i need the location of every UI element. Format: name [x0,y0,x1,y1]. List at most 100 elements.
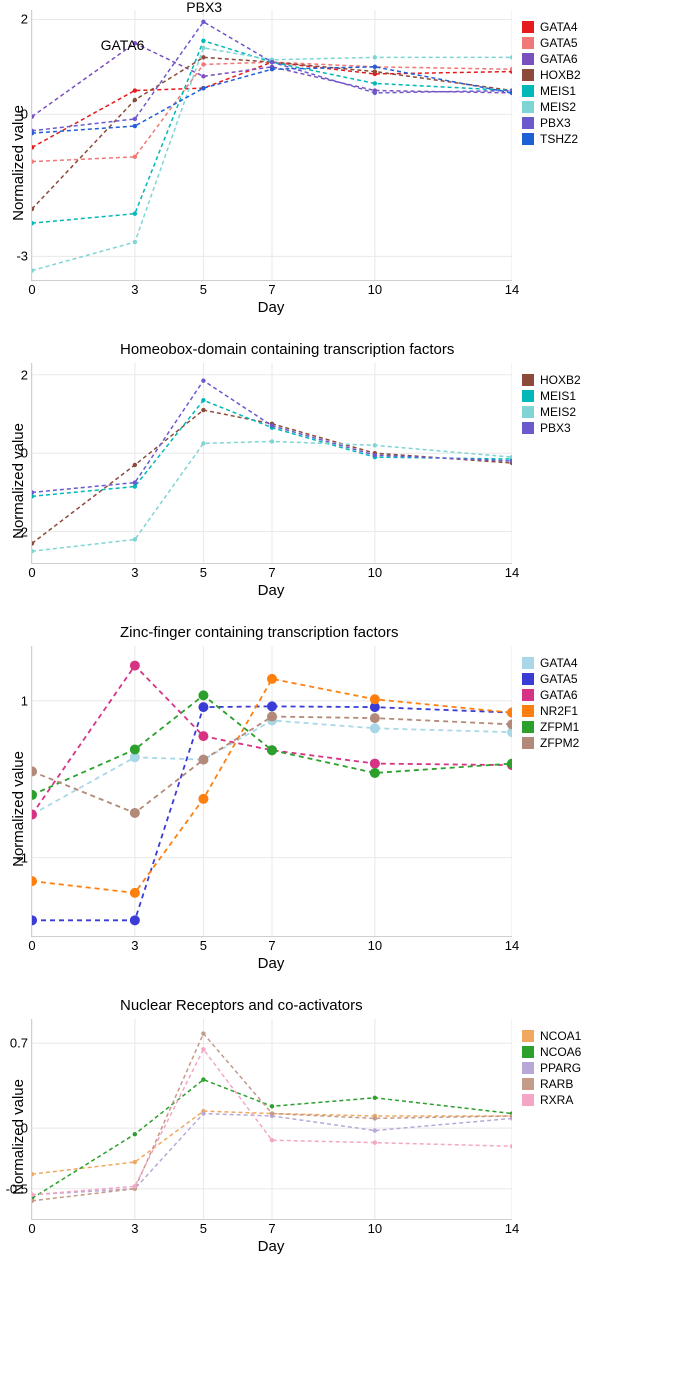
x-tick-label: 0 [28,936,35,953]
x-tick-label: 7 [268,563,275,580]
legend-item: ZFPM1 [522,720,579,734]
y-axis-label: Normalized value [10,1079,27,1195]
legend-item: PBX3 [522,421,581,435]
legend-label: NCOA1 [540,1029,581,1043]
series-marker [133,1184,137,1188]
legend: GATA4GATA5GATA6NR2F1ZFPM1ZFPM2 [522,656,579,752]
y-axis-label: Normalized value [10,105,27,221]
legend-swatch [522,37,534,49]
series-marker [370,723,380,733]
series-marker [201,74,205,78]
series-marker [507,708,512,718]
legend-label: HOXB2 [540,373,581,387]
legend-label: PBX3 [540,116,571,130]
chart-title: Zinc-finger containing transcription fac… [120,624,690,641]
y-tick-label: 0.7 [10,1036,32,1051]
legend-item: TSHZ2 [522,132,581,146]
series-marker [510,55,512,59]
series-marker [133,484,137,488]
plot-area: -0.500.703571014 [31,1019,512,1220]
x-tick-label: 3 [131,936,138,953]
x-tick-label: 14 [505,936,519,953]
series-marker [32,494,34,498]
chart-svg [32,1019,512,1219]
series-marker [373,81,377,85]
series-marker [267,712,277,722]
legend: HOXB2MEIS1MEIS2PBX3 [522,373,581,437]
series-marker [507,719,512,729]
series-marker [32,915,37,925]
legend-swatch [522,721,534,733]
annotation-label: GATA6 [101,37,145,53]
y-tick-label: 2 [21,12,32,27]
series-marker [133,240,137,244]
chart-panel-3: Nuclear Receptors and co-activatorsNorma… [10,997,690,1255]
legend-item: GATA5 [522,672,579,686]
chart-svg [32,646,512,936]
series-marker [201,408,205,412]
series-marker [133,211,137,215]
legend-item: GATA5 [522,36,581,50]
series-marker [133,124,137,128]
legend-item: GATA6 [522,688,579,702]
series-marker [32,221,34,225]
series-marker [130,661,140,671]
x-tick-label: 0 [28,1219,35,1236]
x-tick-label: 14 [505,280,519,297]
legend-label: TSHZ2 [540,132,578,146]
series-marker [201,62,205,66]
y-tick-label: 0 [21,446,32,461]
series-marker [32,810,37,820]
legend-item: ZFPM2 [522,736,579,750]
y-tick-label: -1 [16,850,32,865]
legend-item: RXRA [522,1093,581,1107]
legend-label: MEIS2 [540,405,576,419]
series-marker [373,65,377,69]
series-marker [373,443,377,447]
legend-swatch [522,117,534,129]
series-marker [370,768,380,778]
x-axis-label: Day [31,299,511,316]
legend-label: ZFPM1 [540,720,579,734]
y-tick-label: -0.5 [6,1181,32,1196]
series-marker [32,1172,34,1176]
series-marker [133,155,137,159]
y-tick-label: 2 [21,367,32,382]
series-marker [32,876,37,886]
series-marker [201,378,205,382]
chart-panel-0: Normalized value-30203571014GATA6PBX3Day… [10,10,690,316]
legend-swatch [522,422,534,434]
series-marker [270,1104,274,1108]
series-marker [373,1096,377,1100]
x-tick-label: 5 [200,1219,207,1236]
legend-label: GATA5 [540,672,578,686]
legend-swatch [522,673,534,685]
series-marker [270,424,274,428]
x-axis-label: Day [31,955,511,972]
y-tick-label: 1 [21,693,32,708]
series-marker [373,1140,377,1144]
legend-label: MEIS2 [540,100,576,114]
legend-item: NCOA6 [522,1045,581,1059]
legend: NCOA1NCOA6PPARGRARBRXRA [522,1029,581,1109]
legend-label: PPARG [540,1061,581,1075]
legend-swatch [522,1078,534,1090]
legend-item: GATA6 [522,52,581,66]
legend-swatch [522,689,534,701]
series-marker [133,463,137,467]
chart-panel-2: Zinc-finger containing transcription fac… [10,624,690,972]
series-marker [32,159,34,163]
legend-label: ZFPM2 [540,736,579,750]
chart-svg [32,363,512,563]
series-marker [267,674,277,684]
legend-swatch [522,406,534,418]
series-marker [130,888,140,898]
series-marker [133,1132,137,1136]
legend-label: HOXB2 [540,68,581,82]
legend-label: GATA4 [540,656,578,670]
series-marker [133,88,137,92]
series-marker [130,744,140,754]
y-tick-label: -2 [16,524,32,539]
legend-swatch [522,657,534,669]
series-marker [198,755,208,765]
